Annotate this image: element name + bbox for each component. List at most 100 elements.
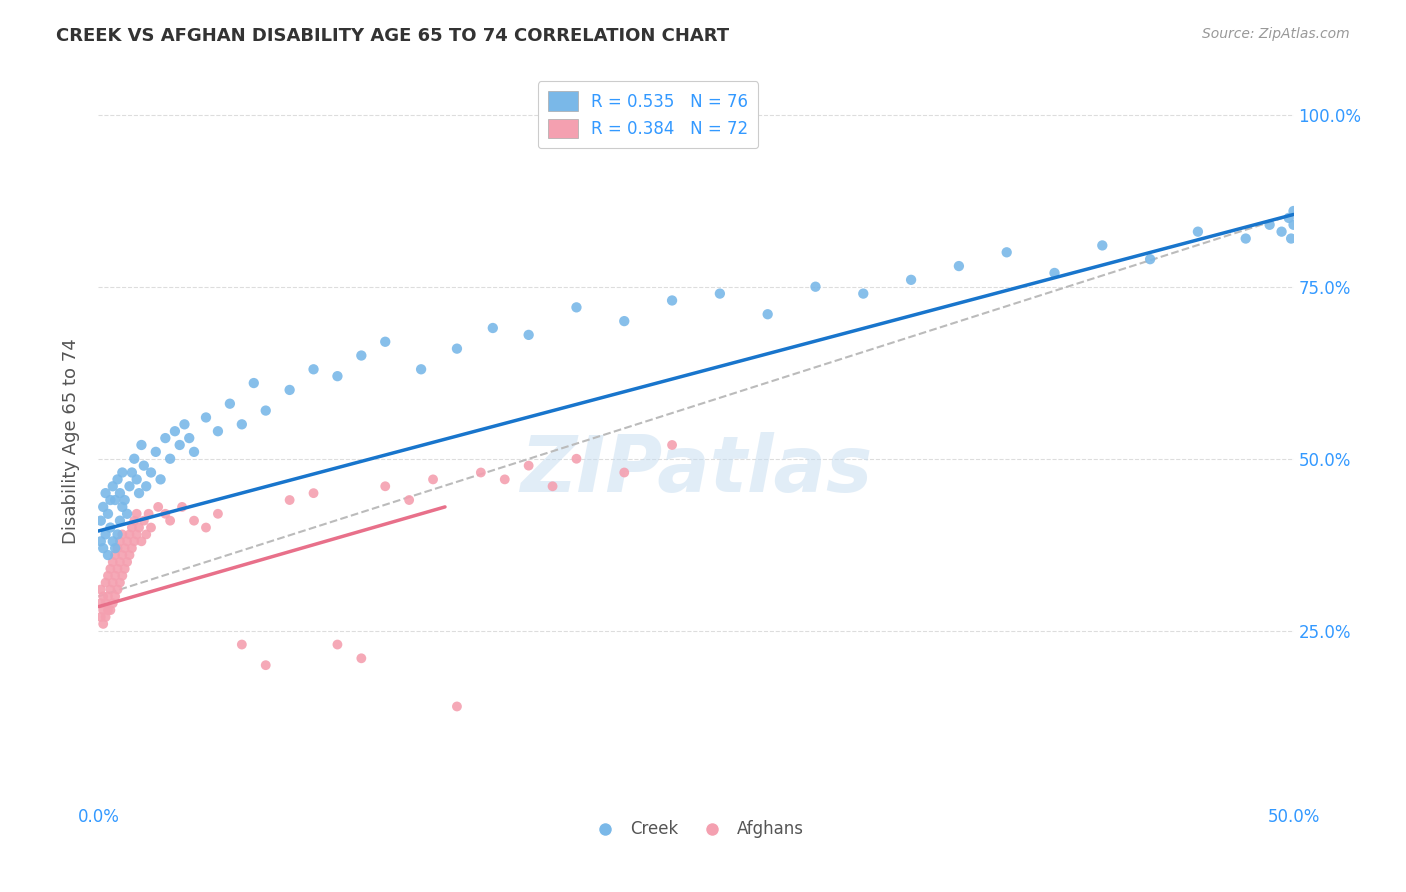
Point bbox=[541, 479, 564, 493]
Point bbox=[195, 520, 218, 534]
Point bbox=[183, 445, 205, 459]
Point bbox=[613, 466, 636, 480]
Point bbox=[374, 479, 396, 493]
Point bbox=[91, 616, 114, 631]
Point bbox=[350, 651, 373, 665]
Point bbox=[108, 575, 131, 590]
Point bbox=[159, 514, 181, 528]
Point bbox=[1282, 218, 1305, 232]
Point bbox=[104, 590, 127, 604]
Point bbox=[114, 493, 136, 508]
Point bbox=[231, 417, 253, 432]
Point bbox=[115, 555, 138, 569]
Point bbox=[98, 493, 122, 508]
Point bbox=[517, 327, 540, 342]
Point bbox=[125, 507, 148, 521]
Point bbox=[948, 259, 970, 273]
Point bbox=[90, 610, 112, 624]
Point bbox=[131, 534, 153, 549]
Point bbox=[219, 397, 242, 411]
Text: CREEK VS AFGHAN DISABILITY AGE 65 TO 74 CORRELATION CHART: CREEK VS AFGHAN DISABILITY AGE 65 TO 74 … bbox=[56, 27, 730, 45]
Point bbox=[1258, 218, 1281, 232]
Legend: Creek, Afghans: Creek, Afghans bbox=[582, 814, 810, 845]
Point bbox=[91, 590, 114, 604]
Point bbox=[104, 568, 127, 582]
Point bbox=[172, 500, 194, 514]
Point bbox=[101, 575, 124, 590]
Point bbox=[132, 458, 155, 473]
Point bbox=[107, 562, 129, 576]
Point bbox=[97, 568, 120, 582]
Point bbox=[278, 383, 301, 397]
Text: ZIPatlas: ZIPatlas bbox=[520, 433, 872, 508]
Point bbox=[243, 376, 266, 390]
Point bbox=[254, 658, 277, 673]
Point bbox=[135, 527, 157, 541]
Point bbox=[97, 603, 120, 617]
Point bbox=[163, 424, 186, 438]
Point bbox=[756, 307, 779, 321]
Point bbox=[398, 493, 420, 508]
Point bbox=[97, 590, 120, 604]
Point bbox=[1187, 225, 1209, 239]
Point bbox=[278, 493, 301, 508]
Point bbox=[446, 342, 468, 356]
Point bbox=[494, 472, 516, 486]
Y-axis label: Disability Age 65 to 74: Disability Age 65 to 74 bbox=[62, 339, 80, 544]
Point bbox=[411, 362, 433, 376]
Point bbox=[98, 520, 122, 534]
Point bbox=[111, 527, 134, 541]
Point bbox=[195, 410, 218, 425]
Point bbox=[1091, 238, 1114, 252]
Point bbox=[128, 486, 150, 500]
Point bbox=[302, 362, 325, 376]
Point bbox=[128, 520, 150, 534]
Point bbox=[101, 596, 124, 610]
Point bbox=[148, 500, 170, 514]
Point bbox=[114, 541, 136, 556]
Point bbox=[125, 527, 148, 541]
Point bbox=[124, 534, 146, 549]
Point bbox=[121, 541, 143, 556]
Point bbox=[121, 520, 143, 534]
Point bbox=[1279, 231, 1302, 245]
Point bbox=[1043, 266, 1066, 280]
Point bbox=[111, 568, 134, 582]
Point bbox=[111, 500, 134, 514]
Point bbox=[183, 514, 205, 528]
Point bbox=[118, 548, 141, 562]
Point bbox=[91, 541, 114, 556]
Point bbox=[107, 527, 129, 541]
Point bbox=[1139, 252, 1161, 267]
Point bbox=[104, 541, 127, 556]
Point bbox=[852, 286, 875, 301]
Point bbox=[145, 445, 167, 459]
Point bbox=[1278, 211, 1301, 225]
Point bbox=[125, 472, 148, 486]
Point bbox=[94, 575, 117, 590]
Point bbox=[159, 451, 181, 466]
Point bbox=[179, 431, 201, 445]
Point bbox=[108, 534, 131, 549]
Point bbox=[709, 286, 731, 301]
Point bbox=[1271, 225, 1294, 239]
Point bbox=[97, 548, 120, 562]
Point bbox=[1234, 231, 1257, 245]
Point bbox=[231, 638, 253, 652]
Point bbox=[90, 582, 112, 597]
Point bbox=[374, 334, 396, 349]
Point bbox=[155, 507, 177, 521]
Point bbox=[94, 527, 117, 541]
Point bbox=[107, 541, 129, 556]
Point bbox=[139, 466, 162, 480]
Point bbox=[326, 638, 349, 652]
Point bbox=[108, 486, 131, 500]
Point bbox=[138, 507, 160, 521]
Point bbox=[121, 466, 143, 480]
Point bbox=[132, 514, 155, 528]
Point bbox=[90, 534, 112, 549]
Point bbox=[107, 472, 129, 486]
Point bbox=[613, 314, 636, 328]
Point bbox=[131, 438, 153, 452]
Point bbox=[804, 279, 827, 293]
